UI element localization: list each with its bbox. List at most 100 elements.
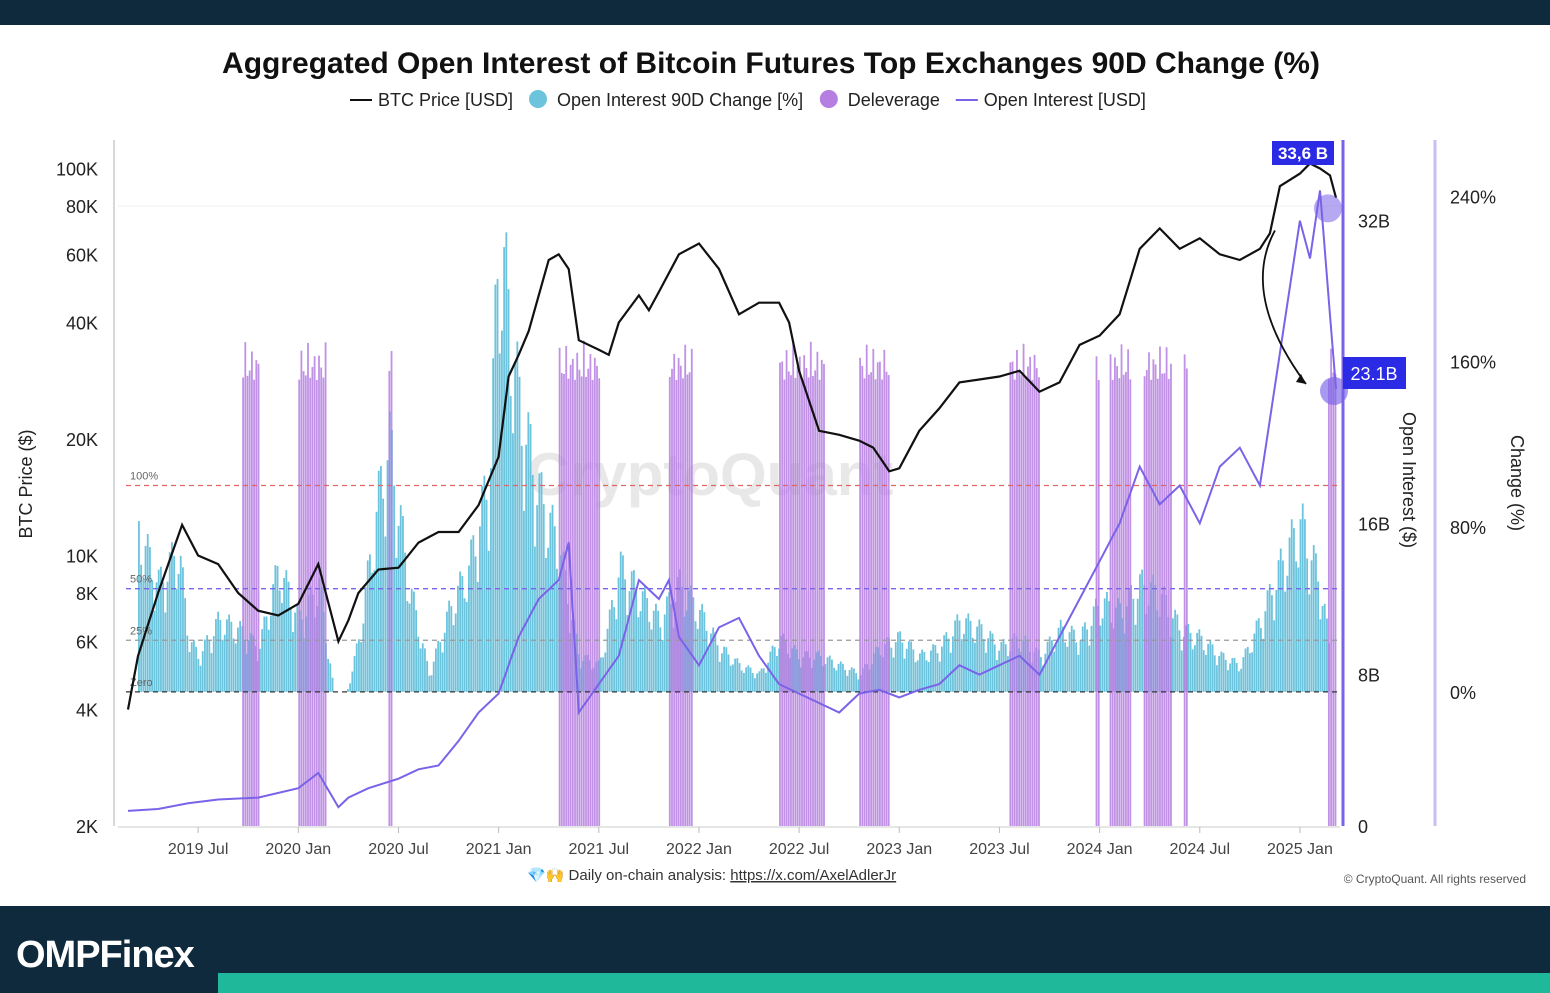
oi-change-bar: [1070, 625, 1073, 692]
y-left-tick-label: 80K: [66, 197, 98, 217]
oi-change-bar: [1079, 640, 1082, 692]
deleverage-bar: [677, 357, 680, 826]
deleverage-bar: [257, 363, 260, 826]
oi-change-bar: [617, 577, 620, 692]
deleverage-bar: [801, 379, 803, 826]
oi-change-bar: [468, 565, 470, 692]
oi-change-bar: [732, 664, 734, 692]
deleverage-bar: [874, 379, 877, 826]
deleverage-bar: [242, 377, 245, 826]
deleverage-bar: [593, 357, 596, 826]
deleverage-bar: [1120, 344, 1123, 826]
oi-change-bar: [1277, 560, 1280, 692]
oi-change-bar: [644, 586, 646, 692]
oi-change-bar: [828, 655, 831, 692]
oi-change-bar: [151, 580, 154, 692]
oi-change-bar: [971, 637, 974, 692]
oi-change-bar: [745, 667, 748, 692]
oi-change-bar: [1282, 560, 1284, 692]
oi-change-bar: [1319, 619, 1322, 692]
deleverage-bar: [1029, 356, 1032, 826]
oi-change-bar: [360, 642, 363, 692]
footer-link[interactable]: https://x.com/AxelAdlerJr: [730, 867, 896, 884]
deleverage-bar: [887, 375, 890, 826]
deleverage-bar: [865, 344, 868, 826]
oi-change-bar: [1180, 650, 1183, 692]
oi-change-bar: [538, 473, 541, 692]
deleverage-bar: [1152, 359, 1155, 826]
deleverage-bar: [781, 361, 784, 826]
oi-change-bar: [1191, 649, 1194, 692]
oi-change-bar: [914, 662, 917, 692]
oi-change-bar: [958, 620, 961, 692]
oi-change-bar: [212, 636, 215, 692]
deleverage-bar: [803, 355, 806, 826]
deleverage-bar: [1332, 372, 1335, 826]
deleverage-bar: [807, 377, 810, 826]
deleverage-bar: [1330, 348, 1332, 826]
oi-change-bar: [175, 588, 178, 692]
oi-change-bar: [206, 635, 209, 692]
oi-change-bar: [516, 341, 519, 692]
oi-change-bar: [208, 640, 211, 692]
deleverage-bar: [876, 362, 879, 826]
oi-change-bar: [1213, 655, 1216, 692]
oi-change-bar: [450, 606, 453, 692]
oi-change-bar: [1297, 567, 1300, 692]
oi-change-bar: [1000, 641, 1003, 692]
y-left-tick-label: 4K: [76, 700, 98, 720]
open-interest-line: [127, 190, 1337, 812]
oi-change-bar: [1176, 614, 1179, 692]
oi-change-bar: [1231, 658, 1234, 692]
oi-change-bar: [1323, 603, 1326, 692]
oi-change-bar: [738, 663, 741, 692]
oi-change-bar: [1187, 624, 1190, 692]
oi-change-bar: [362, 623, 365, 692]
oi-change-bar: [487, 550, 490, 692]
oi-change-bar: [1222, 652, 1225, 692]
deleverage-bar: [302, 371, 305, 826]
deleverage-bar: [1027, 366, 1029, 826]
oi-change-bar: [520, 445, 523, 692]
oi-change-bar: [756, 673, 759, 692]
oi-change-bar: [1088, 645, 1091, 692]
oi-change-bar: [963, 633, 965, 692]
oi-change-bar: [635, 587, 638, 692]
deleverage-bar: [1145, 370, 1148, 826]
deleverage-bar: [574, 379, 576, 826]
oi-change-bar: [969, 620, 972, 692]
oi-change-bar: [483, 475, 486, 692]
oi-change-bar: [421, 643, 424, 692]
oi-change-bar: [831, 659, 833, 692]
oi-change-bar: [1257, 618, 1260, 692]
oi-change-bar: [1275, 589, 1278, 692]
oi-change-bar: [923, 651, 926, 692]
oi-change-bar: [696, 628, 699, 692]
oi-change-bar: [659, 627, 662, 692]
deleverage-bar: [589, 354, 592, 826]
oi-change-bar: [261, 629, 264, 692]
oi-change-bar: [1251, 652, 1254, 692]
y-left-tick-label: 60K: [66, 245, 98, 265]
y-left-tick-label: 10K: [66, 546, 98, 566]
oi-change-bar: [916, 660, 919, 692]
deleverage-bar: [1183, 354, 1186, 826]
oi-change-bar: [657, 610, 660, 692]
oi-change-bar: [465, 601, 468, 692]
oi-change-bar: [894, 642, 897, 692]
oi-change-bar: [1198, 629, 1201, 692]
oi-change-bar: [179, 555, 182, 692]
deleverage-bar: [598, 378, 601, 826]
btc-price-line: [126, 162, 1338, 710]
oi-change-bar: [197, 658, 200, 692]
y-right-oi-label: Open Interest ($): [1399, 412, 1419, 548]
deleverage-bar: [779, 362, 781, 826]
oi-change-bar: [234, 643, 237, 692]
deleverage-bar: [1020, 375, 1023, 826]
oi-change-bar: [294, 612, 297, 692]
deleverage-bar: [1095, 356, 1098, 826]
deleverage-bar: [1031, 379, 1034, 826]
oi-change-bar: [897, 632, 899, 692]
chart-legend: BTC Price [USD] Open Interest 90D Change …: [350, 90, 1146, 110]
reference-label: 50%: [130, 574, 152, 586]
